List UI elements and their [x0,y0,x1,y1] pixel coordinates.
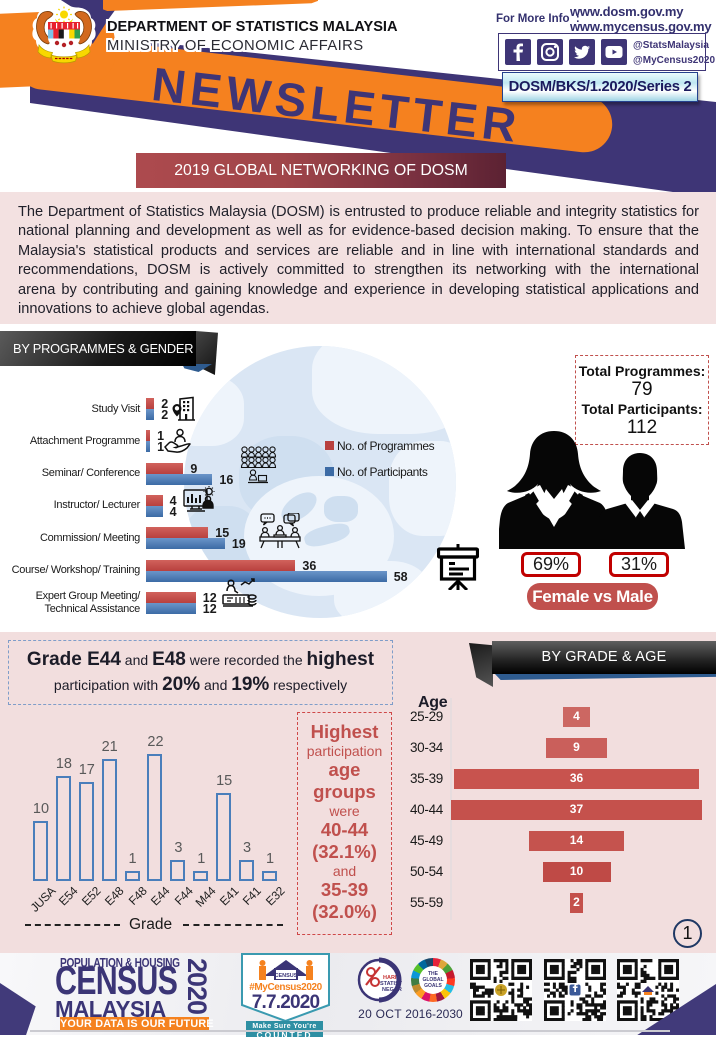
svg-text:NEGARA: NEGARA [382,987,402,993]
svg-text:STATISTIK: STATISTIK [380,981,402,987]
svg-text:CENSUS: CENSUS [275,973,298,979]
svg-text:HARI: HARI [383,975,397,981]
